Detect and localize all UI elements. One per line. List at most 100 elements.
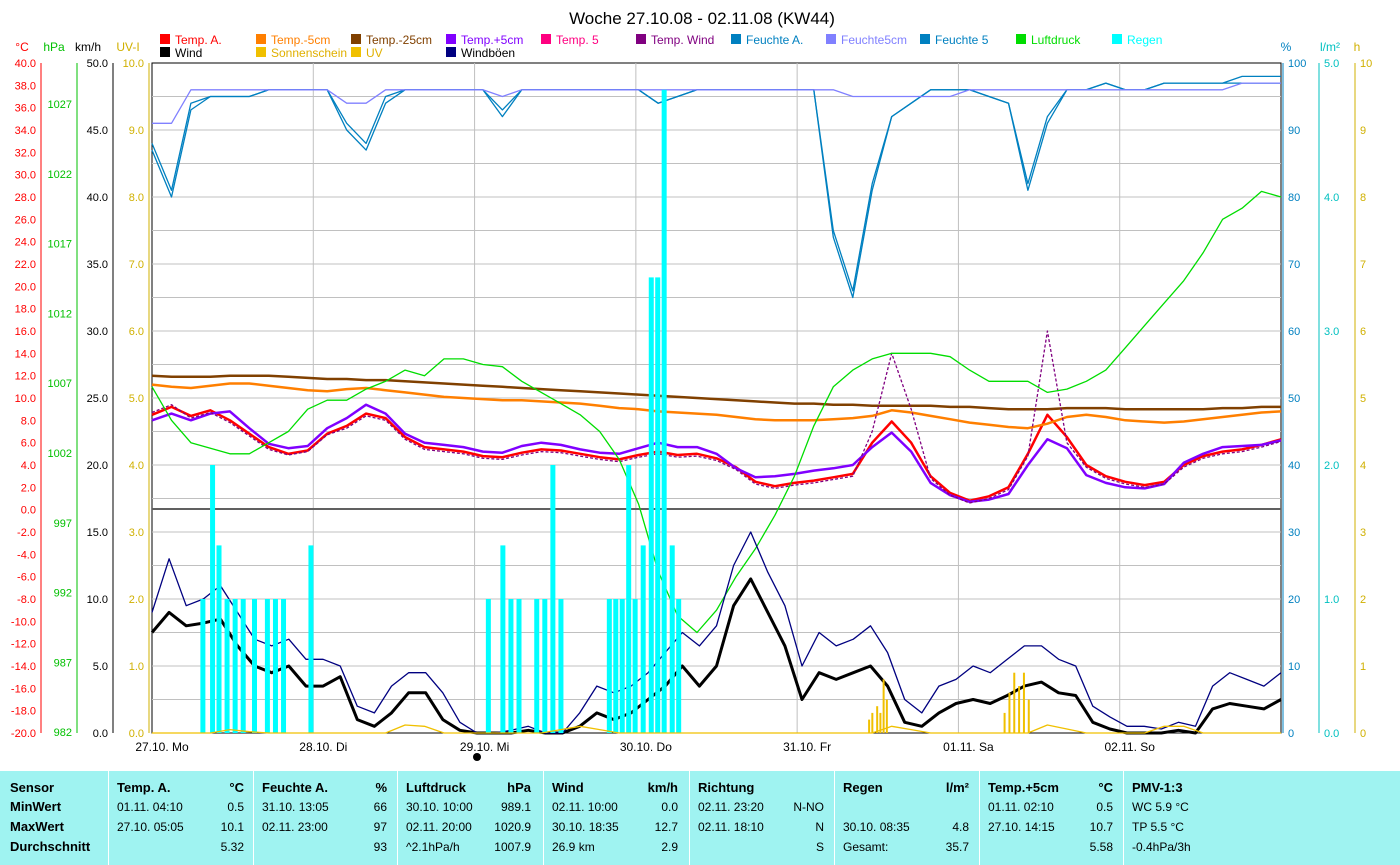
sun-tick-label: 6 <box>1360 326 1366 338</box>
legend-label: Feuchte5cm <box>841 33 907 47</box>
sunshine-bar <box>1022 672 1025 733</box>
rain-bar <box>640 545 646 733</box>
legend-label: Sonnenschein <box>271 46 347 60</box>
legend-label: Temp.-5cm <box>271 33 330 47</box>
x-tick-label: 29.10. Mi <box>460 740 509 754</box>
rain-tick-label: 3.0 <box>1324 326 1339 338</box>
stats-value: N <box>815 820 824 834</box>
pressure-tick-label: 997 <box>54 518 72 530</box>
temp-tick-label: 26.0 <box>15 214 36 226</box>
legend-label: Wind <box>175 46 202 60</box>
stats-header: Luftdruck <box>406 780 466 795</box>
stats-column: Sensor MinWert MaxWert Durchschnitt <box>0 771 108 865</box>
stats-header: Feuchte A. <box>262 780 328 795</box>
stats-column: Regen l/m² 30.10. 08:35 4.8 Gesamt: 35.7 <box>834 771 980 865</box>
stats-time: 02.11. 10:00 <box>552 800 618 814</box>
stats-time: 30.10. 18:35 <box>552 820 619 834</box>
stats-header: PMV-1:3 <box>1132 780 1183 795</box>
stats-header: Temp. A. <box>117 780 171 795</box>
humidity-tick-label: 60 <box>1288 326 1300 338</box>
uv-tick-label: 2.0 <box>129 594 144 606</box>
sunshine-bar <box>882 679 885 733</box>
rain-bar <box>648 277 654 733</box>
temp-tick-label: 40.0 <box>15 58 36 70</box>
rain-bar <box>224 599 230 733</box>
rain-bar <box>661 89 667 734</box>
humidity-tick-label: 100 <box>1288 58 1306 70</box>
legend-label: Luftdruck <box>1031 33 1081 47</box>
temp-tick-label: 22.0 <box>15 259 36 271</box>
temp-tick-label: -14.0 <box>11 661 36 673</box>
statistics-panel: Sensor MinWert MaxWert Durchschnitt Temp. A.… <box>0 771 1400 865</box>
temp-tick-label: 16.0 <box>15 326 36 338</box>
rain-bar <box>655 277 661 733</box>
stats-column: Temp.+5cm °C 01.11. 02:10 0.5 27.10. 14:15 10… <box>979 771 1124 865</box>
legend-swatch <box>446 34 456 44</box>
pressure-tick-label: 1022 <box>48 169 72 181</box>
rain-bar <box>216 545 222 733</box>
humidity-tick-label: 0 <box>1288 728 1294 740</box>
humidity-tick-label: 70 <box>1288 259 1300 271</box>
stats-time: Gesamt: <box>843 840 889 854</box>
temp-tick-label: 20.0 <box>15 281 36 293</box>
stats-time: 01.11. 02:10 <box>988 800 1054 814</box>
stats-value: 4.8 <box>952 820 969 834</box>
stats-column: Luftdruck hPa 30.10. 10:00 989.1 02.11. 20:0… <box>397 771 544 865</box>
humidity-tick-label: 80 <box>1288 192 1300 204</box>
stats-time: 02.11. 23:00 <box>262 820 328 834</box>
rain-bar <box>210 465 216 733</box>
stats-unit: °C <box>1098 780 1113 795</box>
stats-time: 02.11. 23:20 <box>698 800 764 814</box>
temp-tick-label: 14.0 <box>15 348 36 360</box>
wind-tick-label: 35.0 <box>87 259 108 271</box>
stats-unit: km/h <box>647 780 678 795</box>
rain-bar <box>669 545 675 733</box>
stats-time: ^2.1hPa/h <box>406 840 460 854</box>
uv-tick-label: 0.0 <box>129 728 144 740</box>
luftdruck-line <box>151 190 1282 634</box>
stats-time: Durchschnitt <box>10 839 91 854</box>
stats-value: 0.5 <box>227 800 244 814</box>
stats-time: 02.11. 18:10 <box>698 820 764 834</box>
uv-tick-label: 5.0 <box>129 393 144 405</box>
stats-header: Regen <box>843 780 883 795</box>
wind-tick-label: 40.0 <box>87 192 108 204</box>
rain-bar <box>550 465 556 733</box>
rain-bar <box>632 599 638 733</box>
rain-tick-label: 4.0 <box>1324 192 1339 204</box>
stats-value: 0.0 <box>661 800 678 814</box>
legend-label: Feuchte 5 <box>935 33 989 47</box>
legend-swatch <box>351 47 361 57</box>
temp-tick-label: -8.0 <box>17 594 36 606</box>
legend-label: UV <box>366 46 383 60</box>
uv-tick-label: 10.0 <box>123 58 144 70</box>
uv-tick-label: 6.0 <box>129 326 144 338</box>
wind-tick-label: 25.0 <box>87 393 108 405</box>
temp-tick-label: 0.0 <box>21 505 36 517</box>
legend-label: Temp. Wind <box>651 33 714 47</box>
temp-tick-label: 12.0 <box>15 371 36 383</box>
temp-axis-label: °C <box>15 40 29 54</box>
stats-unit: l/m² <box>945 780 969 795</box>
rain-bar <box>626 465 632 733</box>
rain-bar <box>281 599 287 733</box>
temp-tick-label: 6.0 <box>21 438 36 450</box>
stats-value: 10.1 <box>220 820 244 834</box>
rain-tick-label: 5.0 <box>1324 58 1339 70</box>
weather-chart: Woche 27.10.08 - 02.11.08 (KW44) Temp. A… <box>10 9 1373 761</box>
sunshine-bar <box>876 706 879 733</box>
pressure-tick-label: 982 <box>54 727 72 739</box>
rain-bar <box>232 599 238 733</box>
legend-label: Windböen <box>461 46 515 60</box>
legend-swatch <box>256 34 266 44</box>
rain-bar <box>485 599 491 733</box>
x-tick-label: 31.10. Fr <box>783 740 831 754</box>
stats-time: 26.9 km <box>552 840 595 854</box>
stats-header: Temp.+5cm <box>988 780 1059 795</box>
rain-bar <box>500 545 506 733</box>
sun-tick-label: 3 <box>1360 527 1366 539</box>
rain-bar <box>606 599 612 733</box>
stats-time: MinWert <box>10 799 62 814</box>
legend-label: Temp.+5cm <box>461 33 523 47</box>
sun-tick-label: 9 <box>1360 125 1366 137</box>
